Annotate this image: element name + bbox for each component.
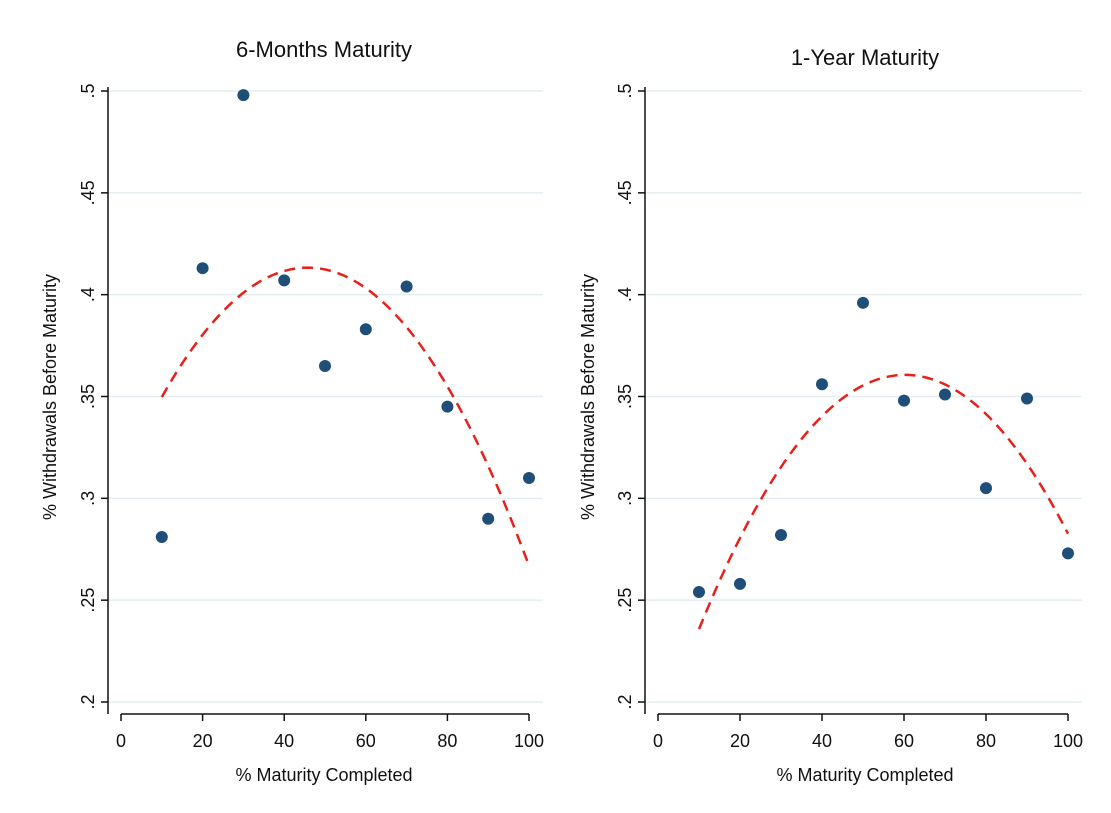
data-point	[319, 359, 331, 372]
panel-1-year: 1-Year Maturity % Withdrawals Before Mat…	[578, 45, 1083, 785]
x-tick-label: 40	[274, 731, 294, 751]
x-tick-label: 100	[1053, 731, 1083, 751]
data-point	[237, 89, 250, 102]
data-point	[980, 482, 992, 495]
x-tick-label: 100	[514, 731, 544, 751]
y-tick-label: .35	[615, 384, 635, 409]
data-point	[734, 577, 746, 590]
x-tick-label: 80	[976, 731, 996, 751]
x-tick-label: 60	[894, 731, 914, 751]
y-tick-label: .2	[615, 694, 635, 709]
data-point	[359, 323, 372, 336]
data-point	[693, 586, 705, 599]
data-point	[857, 296, 869, 309]
data-point	[523, 471, 535, 484]
y-tick-label: .45	[78, 180, 98, 205]
y-tick-label: .5	[78, 83, 98, 98]
x-axis-title: % Maturity Completed	[235, 765, 412, 785]
data-point	[278, 274, 291, 287]
plot-area: .2 .25 .3 .35 .4 .45 .5 0 20 40 60 80 100	[615, 83, 1083, 751]
data-point	[1062, 547, 1074, 560]
x-tick-label: 0	[653, 731, 663, 751]
x-tick-label: 0	[116, 731, 126, 751]
data-point	[898, 394, 910, 407]
data-point	[482, 512, 495, 525]
y-axis-title: % Withdrawals Before Maturity	[40, 274, 60, 520]
y-tick-label: .3	[78, 491, 98, 506]
panel-title: 6-Months Maturity	[236, 37, 412, 62]
data-point	[196, 262, 209, 275]
data-point	[816, 378, 828, 391]
y-axis-title: % Withdrawals Before Maturity	[578, 274, 598, 520]
data-point	[441, 400, 454, 413]
y-tick-label: .4	[615, 287, 635, 302]
x-tick-label: 20	[730, 731, 750, 751]
data-point	[939, 388, 951, 401]
x-tick-label: 60	[356, 731, 376, 751]
y-tick-label: .4	[78, 287, 98, 302]
data-point	[155, 531, 168, 544]
panel-title: 1-Year Maturity	[791, 45, 939, 70]
y-tick-label: .5	[615, 83, 635, 98]
x-tick-label: 20	[193, 731, 213, 751]
y-tick-label: .25	[78, 588, 98, 613]
y-tick-label: .25	[615, 588, 635, 613]
y-tick-label: .45	[615, 180, 635, 205]
x-tick-label: 80	[437, 731, 457, 751]
data-point	[400, 280, 413, 293]
y-tick-label: .3	[615, 491, 635, 506]
data-point	[1021, 392, 1033, 405]
x-tick-label: 40	[812, 731, 832, 751]
x-axis-title: % Maturity Completed	[776, 765, 953, 785]
y-tick-label: .2	[78, 694, 98, 709]
panel-6-months: 6-Months Maturity % Withdrawals Before M…	[40, 37, 544, 785]
y-tick-label: .35	[78, 384, 98, 409]
plot-area: .2 .25 .3 .35 .4 .45 .5 0 20 40 60 80 100	[78, 83, 544, 751]
data-point	[775, 528, 787, 541]
fit-curve	[160, 266, 531, 567]
